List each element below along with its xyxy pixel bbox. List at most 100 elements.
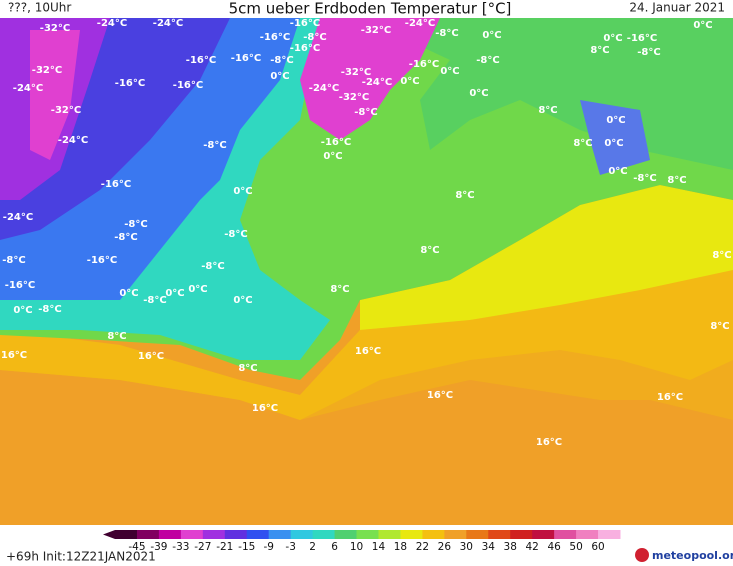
- colorbar-segment: [202, 530, 226, 539]
- colorbar-tick-label: 46: [547, 541, 561, 553]
- temp-label: -8°C: [124, 219, 147, 230]
- temp-label: -24°C: [13, 83, 43, 94]
- colorbar-tick-label: 2: [309, 541, 316, 553]
- temp-label: 0°C: [233, 295, 252, 306]
- colorbar-tick-label: -33: [172, 541, 189, 553]
- colorbar-segment: [378, 530, 401, 539]
- colorbar-segment: [158, 530, 182, 539]
- temp-label: -32°C: [341, 67, 371, 78]
- temp-label: 8°C: [238, 363, 257, 374]
- temperature-field: [0, 18, 733, 525]
- temp-label: 16°C: [536, 437, 562, 448]
- temp-label: 0°C: [693, 20, 712, 31]
- temp-label: 0°C: [323, 151, 342, 162]
- temp-label: 0°C: [270, 71, 289, 82]
- temperature-labels: -32°C -24°C -24°C -16°C-16°C -8°C-16°C-8°C-3…: [1, 18, 732, 448]
- colorbar-tick-label: 42: [525, 541, 538, 553]
- temp-label: 0°C: [165, 288, 184, 299]
- logo-icon: [635, 548, 649, 562]
- temp-label: 0°C: [482, 30, 501, 41]
- temp-label: -16°C: [87, 255, 117, 266]
- colorbar-tick-label: 38: [504, 541, 517, 553]
- temp-label: -16°C: [186, 55, 216, 66]
- colorbar-segment: [334, 530, 358, 539]
- map-date: 24. Januar 2021: [629, 1, 725, 15]
- temp-label: 0°C: [400, 76, 419, 87]
- temp-label: 16°C: [252, 403, 278, 414]
- temp-label: -8°C: [203, 140, 226, 151]
- temp-label: -32°C: [51, 105, 81, 116]
- temp-label: 8°C: [710, 321, 729, 332]
- colorbar-tick-label: 34: [482, 541, 496, 553]
- colorbar-tick-label: -9: [263, 541, 273, 553]
- colorbar-tick-label: -27: [194, 541, 211, 553]
- temp-label: 16°C: [657, 392, 683, 403]
- logo: meteopool.org: [652, 549, 733, 562]
- temp-label: -8°C: [435, 28, 458, 39]
- temp-label: -24°C: [3, 212, 33, 223]
- temp-label: -16°C: [409, 59, 439, 70]
- colorbar-segment: [466, 530, 489, 539]
- colorbar-tick-label: 18: [394, 541, 407, 553]
- temp-label: 8°C: [590, 45, 609, 56]
- temp-label: -32°C: [361, 25, 391, 36]
- temp-label: -24°C: [405, 18, 435, 29]
- temp-label: -8°C: [2, 255, 25, 266]
- temp-label: 0°C: [606, 115, 625, 126]
- temp-label: 16°C: [1, 350, 27, 361]
- colorbar-segment: [444, 530, 467, 539]
- run-info: +69h Init:12Z21JAN2021: [6, 550, 156, 564]
- colorbar-tick-label: -21: [216, 541, 233, 553]
- temp-label: 0°C: [604, 138, 623, 149]
- temp-label: -8°C: [476, 55, 499, 66]
- colorbar-tick-label: -15: [238, 541, 255, 553]
- temp-label: -24°C: [58, 135, 88, 146]
- colorbar-segment: [290, 530, 314, 539]
- temp-label: -8°C: [637, 47, 660, 58]
- temp-label: 0°C: [13, 305, 32, 316]
- temp-label: 0°C: [469, 88, 488, 99]
- colorbar: -45 -39 -33 -27 -21 -15 -9 -3 2 6 10 14 18 22 26 30 34 38…: [103, 530, 621, 553]
- temp-label: -8°C: [270, 55, 293, 66]
- colorbar-segment: [576, 530, 599, 539]
- temp-label: -8°C: [38, 304, 61, 315]
- temp-label: -8°C: [303, 32, 326, 43]
- colorbar-segment: [312, 530, 336, 539]
- colorbar-segment: [136, 530, 160, 539]
- temp-label: -16°C: [173, 80, 203, 91]
- temp-label: 0°C: [119, 288, 138, 299]
- temp-label: 0°C: [608, 166, 627, 177]
- temp-label: 0°C: [603, 33, 622, 44]
- colorbar-segment: [598, 530, 621, 539]
- temp-label: -8°C: [354, 107, 377, 118]
- temp-label: -16°C: [115, 78, 145, 89]
- temp-label: -16°C: [290, 43, 320, 54]
- colorbar-tick-label: -39: [150, 541, 167, 553]
- temp-label: 8°C: [712, 250, 731, 261]
- colorbar-segment: [224, 530, 248, 539]
- temp-label: -24°C: [309, 83, 339, 94]
- temp-label: -16°C: [290, 18, 320, 29]
- temp-label: -8°C: [143, 295, 166, 306]
- temp-label: -24°C: [153, 18, 183, 29]
- colorbar-segment: [115, 530, 138, 539]
- temp-label: 16°C: [355, 346, 381, 357]
- temp-label: -16°C: [231, 53, 261, 64]
- colorbar-tick-label: -45: [128, 541, 145, 553]
- colorbar-segment: [488, 530, 511, 539]
- colorbar-tick-label: -3: [285, 541, 295, 553]
- temp-label: 8°C: [455, 190, 474, 201]
- colorbar-tick-label: 30: [460, 541, 473, 553]
- colorbar-tick-label: 22: [416, 541, 429, 553]
- temp-label: -8°C: [114, 232, 137, 243]
- temp-label: 0°C: [188, 284, 207, 295]
- temp-label: -24°C: [97, 18, 127, 29]
- temp-label: -16°C: [5, 280, 35, 291]
- temp-label: -32°C: [32, 65, 62, 76]
- header-left: ???, 10Uhr: [8, 1, 71, 15]
- colorbar-segment: [400, 530, 423, 539]
- map-title: 5cm ueber Erdboden Temperatur [°C]: [229, 0, 512, 18]
- temp-label: 0°C: [440, 66, 459, 77]
- temp-label: -16°C: [260, 32, 290, 43]
- temp-label: -8°C: [224, 229, 247, 240]
